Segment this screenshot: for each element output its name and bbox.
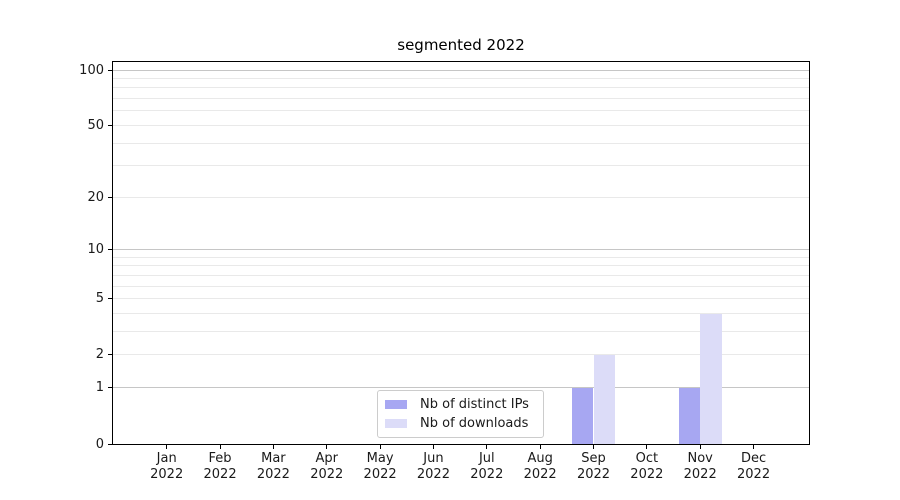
- x-tick-mark: [486, 445, 488, 449]
- x-tick-mark: [219, 445, 221, 449]
- gridline-minor: [113, 285, 809, 287]
- x-tick-mark: [753, 445, 755, 449]
- x-tick-label: Mar 2022: [256, 451, 290, 482]
- y-tick-mark: [108, 249, 112, 251]
- gridline-minor: [113, 124, 809, 126]
- gridline-major: [113, 249, 809, 251]
- x-tick-label: Apr 2022: [310, 451, 344, 482]
- bar-nb-of-downloads: [700, 313, 722, 444]
- y-tick-label: 10: [87, 242, 104, 258]
- y-tick-mark: [108, 69, 112, 71]
- x-tick-label: Jul 2022: [470, 451, 504, 482]
- legend-swatch-downloads-icon: [385, 419, 407, 428]
- y-tick-label: 1: [95, 380, 104, 396]
- gridline-minor: [113, 142, 809, 144]
- y-tick-mark: [108, 196, 112, 198]
- gridline-minor: [113, 165, 809, 167]
- gridline-minor: [113, 275, 809, 277]
- gridline-minor: [113, 265, 809, 267]
- bar-nb-of-downloads: [593, 354, 615, 444]
- y-tick-mark: [108, 387, 112, 389]
- gridline-minor: [113, 98, 809, 100]
- y-tick-mark: [108, 354, 112, 356]
- x-tick-mark: [166, 445, 168, 449]
- y-tick-label: 5: [95, 291, 104, 307]
- x-tick-label: Nov 2022: [683, 451, 717, 482]
- x-tick-mark: [326, 445, 328, 449]
- x-tick-label: Jun 2022: [416, 451, 450, 482]
- y-tick-mark: [108, 298, 112, 300]
- x-tick-label: Feb 2022: [203, 451, 237, 482]
- gridline-minor: [113, 298, 809, 300]
- gridline-major: [113, 69, 809, 71]
- x-tick-label: Aug 2022: [523, 451, 557, 482]
- x-tick-label: Dec 2022: [737, 451, 771, 482]
- bar-nb-of-distinct-ips: [678, 387, 701, 444]
- gridline-minor: [113, 110, 809, 112]
- y-tick-label: 100: [79, 62, 104, 78]
- x-tick-mark: [699, 445, 701, 449]
- y-tick-mark: [108, 124, 112, 126]
- legend-label-downloads: Nb of downloads: [420, 415, 529, 431]
- gridline-minor: [113, 331, 809, 333]
- legend-entry-distinct-ips: Nb of distinct IPs: [385, 396, 543, 412]
- x-tick-label: Sep 2022: [576, 451, 611, 482]
- x-tick-mark: [593, 445, 594, 449]
- x-tick-mark: [539, 445, 541, 449]
- bar-nb-of-distinct-ips: [572, 387, 594, 444]
- legend: Nb of distinct IPs Nb of downloads: [377, 390, 544, 438]
- x-tick-label: May 2022: [363, 451, 397, 482]
- y-tick-label: 20: [87, 189, 104, 205]
- gridline-minor: [113, 354, 809, 356]
- x-tick-label: Jan 2022: [150, 451, 184, 482]
- gridline-minor: [113, 196, 809, 198]
- x-tick-mark: [379, 445, 381, 449]
- x-tick-mark: [646, 445, 648, 449]
- y-tick-label: 0: [95, 436, 104, 452]
- x-tick-mark: [272, 445, 274, 449]
- legend-swatch-distinct-ips-icon: [385, 400, 407, 409]
- y-tick-label: 50: [87, 117, 104, 133]
- x-tick-mark: [432, 445, 434, 449]
- legend-entry-downloads: Nb of downloads: [385, 415, 543, 431]
- chart-title: segmented 2022: [397, 36, 525, 54]
- y-tick-label: 2: [95, 347, 104, 363]
- legend-label-distinct-ips: Nb of distinct IPs: [420, 396, 529, 412]
- gridline-major: [113, 387, 809, 389]
- gridline-minor: [113, 313, 809, 315]
- gridline-minor: [113, 256, 809, 258]
- y-tick-mark: [108, 443, 112, 445]
- gridline-minor: [113, 78, 809, 80]
- gridline-minor: [113, 87, 809, 89]
- x-tick-label: Oct 2022: [630, 451, 664, 482]
